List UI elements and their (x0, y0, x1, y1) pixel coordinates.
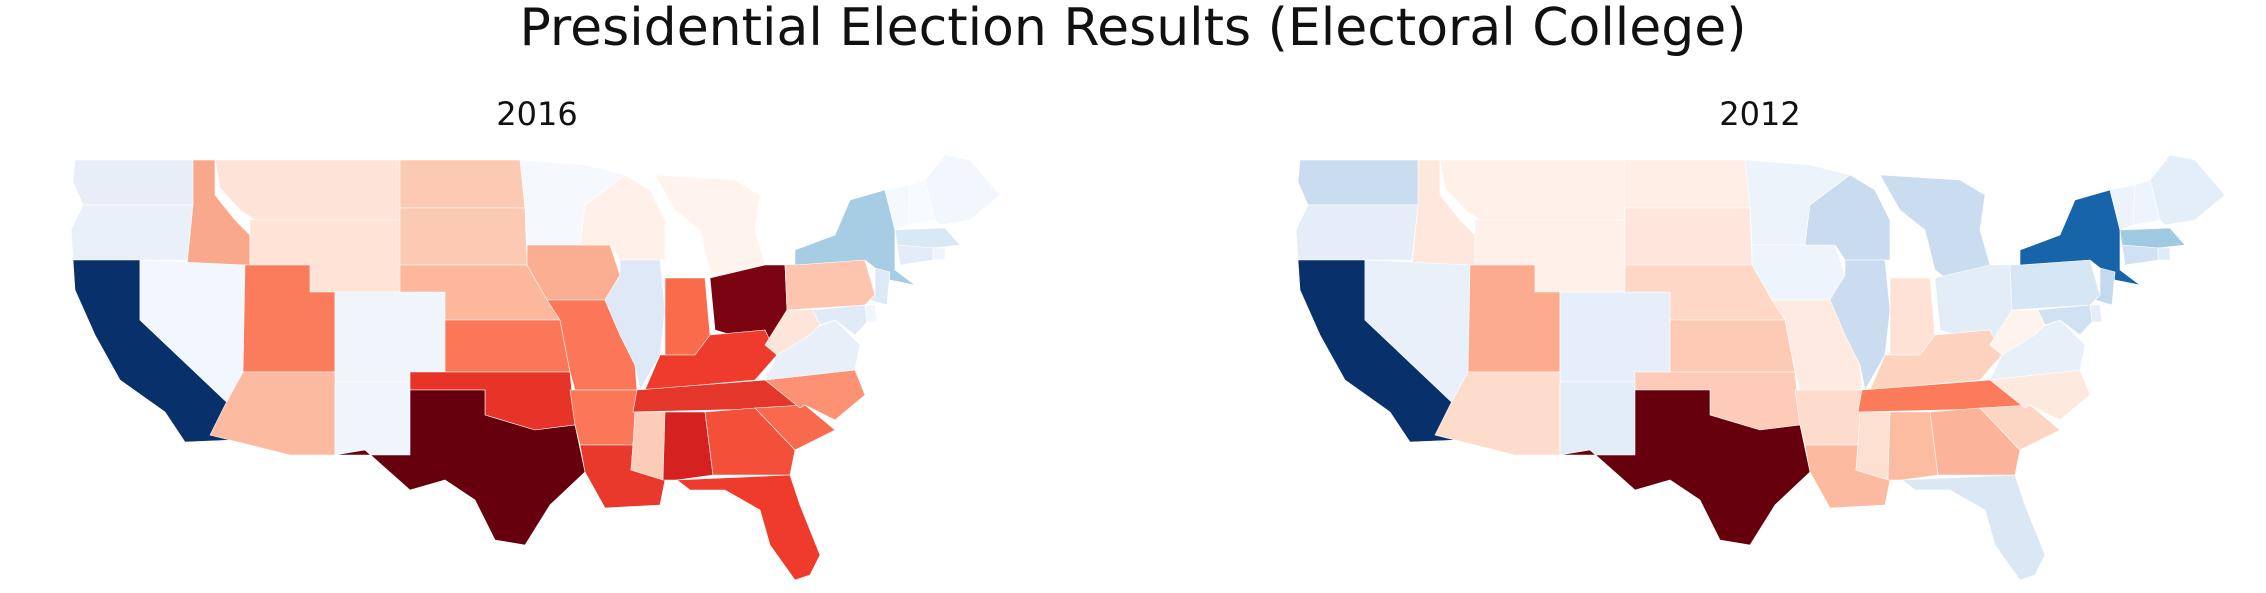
state-nm (334, 381, 411, 456)
state-mt (214, 159, 401, 221)
figure-title: Presidential Election Results (Electoral… (519, 0, 1747, 58)
state-md (2037, 304, 2093, 336)
state-tx (334, 389, 586, 546)
state-co (1559, 291, 1671, 383)
state-co (334, 291, 446, 383)
state-ms (630, 411, 666, 481)
state-me (2149, 154, 2226, 226)
state-or (1295, 204, 1419, 261)
state-pa (2009, 259, 2101, 311)
state-il (1829, 259, 1891, 391)
state-ct (896, 244, 934, 266)
state-az (209, 371, 336, 456)
state-wa (72, 159, 196, 206)
state-nd (1624, 159, 1751, 209)
state-ga (1929, 407, 2021, 476)
state-or (70, 204, 194, 261)
us-choropleth-map-2016 (70, 154, 1001, 581)
state-sc (754, 404, 836, 451)
state-tx (1559, 389, 1811, 546)
state-ny (794, 189, 916, 286)
state-ma (2119, 227, 2186, 249)
state-nj (869, 267, 891, 306)
state-in (1889, 277, 1936, 356)
state-mt (1439, 159, 1626, 221)
state-sc (1979, 404, 2061, 451)
state-il (604, 259, 666, 391)
state-me (924, 154, 1001, 226)
state-mi (654, 174, 766, 286)
state-sd (1624, 207, 1753, 266)
state-ar (569, 389, 638, 446)
state-ga (704, 407, 796, 476)
state-mi (1879, 174, 1991, 286)
state-al (1887, 411, 1939, 481)
state-pa (784, 259, 876, 311)
state-ri (2157, 247, 2171, 261)
map-title-2016: 2016 (496, 95, 578, 133)
state-ny (2019, 189, 2141, 286)
state-fl (676, 474, 821, 581)
state-ct (2121, 244, 2159, 266)
state-ri (932, 247, 946, 261)
state-fl (1901, 474, 2046, 581)
state-ks (1669, 319, 1796, 373)
state-az (1434, 371, 1561, 456)
state-sd (399, 207, 528, 266)
state-ms (1855, 411, 1891, 481)
map-title-2012: 2012 (1719, 95, 1801, 133)
state-ks (444, 319, 571, 373)
state-wi (579, 174, 666, 261)
state-nm (1559, 381, 1636, 456)
state-nd (399, 159, 526, 209)
state-wa (1297, 159, 1421, 206)
state-ar (1794, 389, 1863, 446)
state-in (664, 277, 711, 356)
state-al (662, 411, 714, 481)
state-ma (894, 227, 961, 249)
state-nj (2094, 267, 2116, 306)
us-choropleth-map-2012 (1295, 154, 2226, 581)
state-wi (1804, 174, 1891, 261)
state-md (812, 304, 868, 336)
